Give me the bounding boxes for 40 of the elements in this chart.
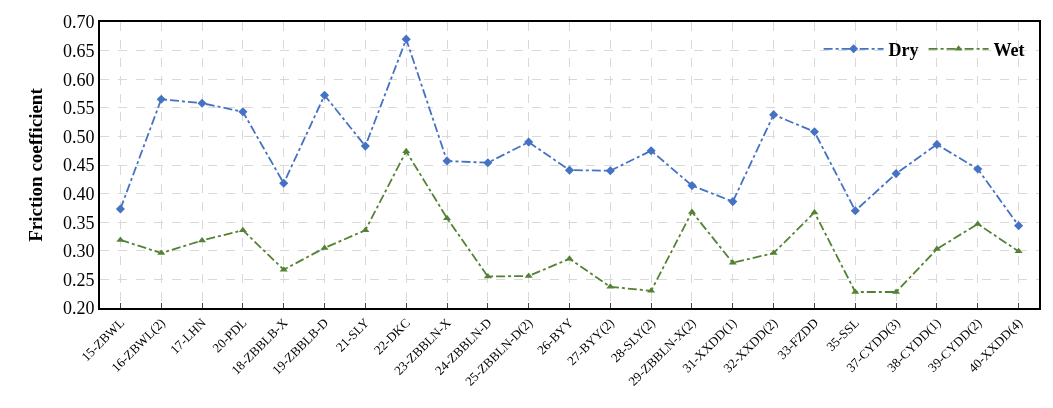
legend-label: Wet [993,39,1025,60]
y-axis-title: Friction coefficient [25,87,47,242]
point [932,139,942,149]
point [728,197,738,207]
point [319,90,330,100]
point [973,164,983,174]
legend-label: Dry [888,39,919,60]
point [891,169,901,179]
y-tick-label: 0.70 [62,12,95,33]
point [605,166,615,176]
point [279,178,289,188]
point [442,156,452,166]
y-tick-label: 0.20 [62,298,95,319]
point [564,165,575,175]
y-tick-label: 0.30 [62,241,95,262]
point [809,127,820,137]
point [524,137,534,147]
point [1014,221,1024,231]
y-tick-label: 0.45 [62,155,95,176]
point [1014,247,1023,254]
point [238,107,248,117]
point [769,110,779,120]
y-tick-label: 0.25 [62,269,95,290]
point [646,146,656,156]
point [850,206,860,216]
y-tick-label: 0.65 [62,40,95,61]
point [197,98,207,108]
point [483,158,493,168]
y-tick-label: 0.35 [62,212,95,233]
point [360,141,370,151]
y-tick-label: 0.55 [62,98,95,119]
point [156,94,166,104]
point [401,34,411,44]
point [115,204,125,214]
point [402,147,411,154]
y-tick-label: 0.60 [62,69,95,90]
y-tick-label: 0.50 [62,126,95,147]
point [687,181,697,191]
point [810,208,819,215]
y-tick-label: 0.40 [62,183,95,204]
